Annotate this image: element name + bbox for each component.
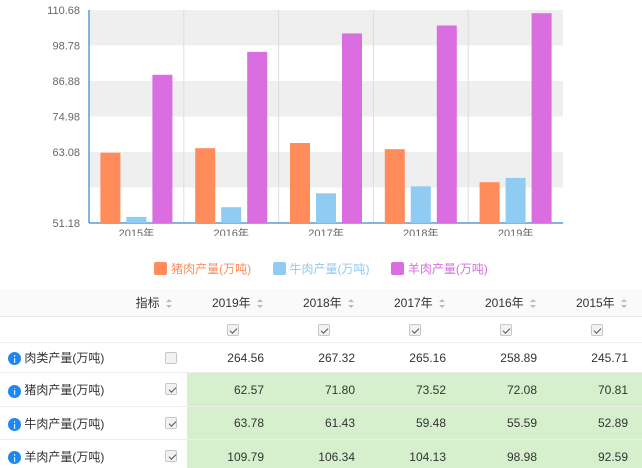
svg-text:86.88: 86.88 bbox=[52, 76, 80, 88]
svg-text:2015年: 2015年 bbox=[119, 226, 154, 236]
svg-text:98.78: 98.78 bbox=[52, 41, 80, 53]
svg-text:51.18: 51.18 bbox=[52, 218, 80, 230]
svg-text:2017年: 2017年 bbox=[308, 226, 343, 236]
svg-text:110.68: 110.68 bbox=[47, 5, 80, 17]
svg-text:2018年: 2018年 bbox=[403, 226, 438, 236]
svg-text:74.98: 74.98 bbox=[52, 112, 80, 124]
svg-text:2019年: 2019年 bbox=[498, 226, 533, 236]
svg-text:63.08: 63.08 bbox=[52, 147, 80, 159]
svg-text:2016年: 2016年 bbox=[213, 226, 248, 236]
